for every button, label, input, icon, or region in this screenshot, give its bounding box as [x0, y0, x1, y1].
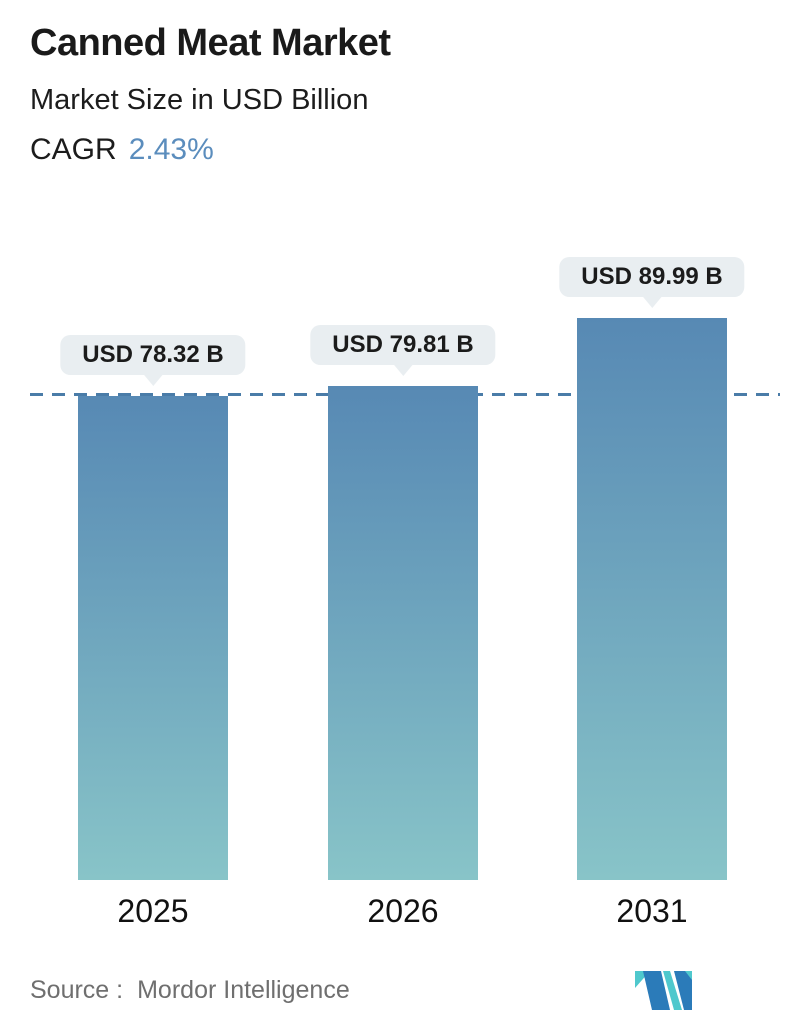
- x-axis-label-2025: 2025: [117, 893, 189, 929]
- data-label-callout-2031: USD 89.99 B: [559, 257, 745, 297]
- cagr-line: CAGR 2.43%: [30, 133, 214, 167]
- data-label-callout-2026: USD 79.81 B: [310, 325, 496, 365]
- logo-blue-band: [643, 971, 670, 1010]
- source-label: Source :: [30, 976, 124, 1004]
- page-title: Canned Meat Market: [30, 22, 391, 64]
- logo-teal-band: [663, 971, 682, 1010]
- source-line: Source : Mordor Intelligence: [30, 976, 350, 1005]
- data-label-callout-2025: USD 78.32 B: [60, 335, 246, 375]
- cagr-label: CAGR: [30, 133, 117, 166]
- bar-2026: [328, 386, 478, 880]
- source-value: Mordor Intelligence: [137, 976, 350, 1004]
- bar-2031: [577, 318, 727, 880]
- x-axis-label-2026: 2026: [367, 893, 439, 929]
- mordor-intelligence-logo: [635, 971, 692, 1010]
- x-axis-label-2031: 2031: [616, 893, 688, 929]
- chart-subtitle: Market Size in USD Billion: [30, 84, 369, 116]
- cagr-value: 2.43%: [128, 133, 214, 166]
- logo-blue-right: [674, 971, 692, 1010]
- logo-teal-corner: [685, 971, 692, 980]
- bar-2025: [78, 396, 228, 880]
